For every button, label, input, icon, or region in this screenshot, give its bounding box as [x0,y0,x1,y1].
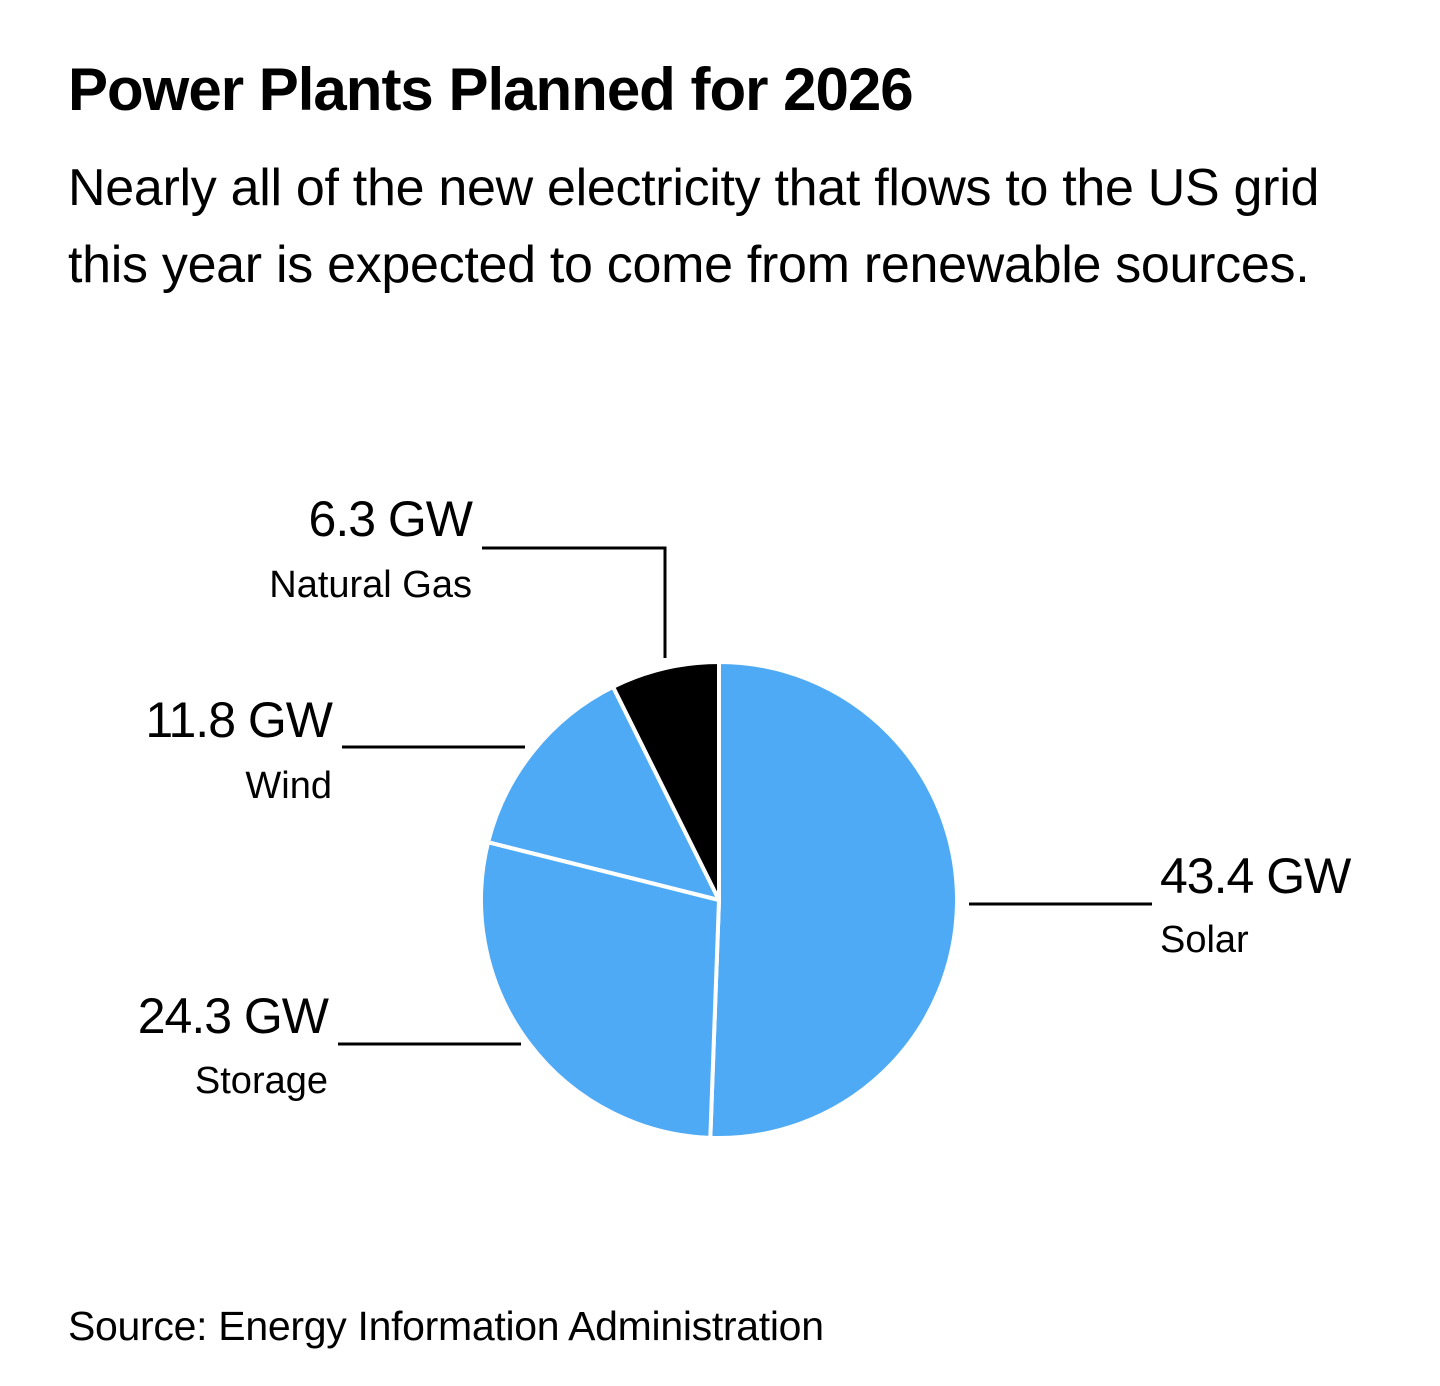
leader-lines [338,546,1152,1046]
pie-slice-storage [479,840,721,1140]
pie-slices [479,660,960,1140]
category-label-natural-gas: Natural Gas [269,564,472,606]
category-label-wind: Wind [245,765,332,807]
value-label-natural-gas: 6.3 GW [309,491,474,547]
value-label-storage: 24.3 GW [138,988,330,1044]
source-note: Source: Energy Information Administratio… [68,1303,824,1349]
category-label-storage: Storage [195,1060,328,1102]
chart-title: Power Plants Planned for 2026 [68,56,914,123]
slice-labels: 43.4 GW Solar 24.3 GW Storage 11.8 GW Wi… [138,491,1353,1102]
value-label-wind: 11.8 GW [145,692,333,748]
value-label-solar: 43.4 GW [1160,848,1352,904]
pie-slice-natural-gas [611,660,721,902]
leader-line-natural-gas [482,546,667,658]
pie-slice-solar [708,660,960,1140]
pie-slice-wind [486,684,721,902]
category-label-solar: Solar [1160,919,1249,961]
chart-subtitle: Nearly all of the new electricity that f… [68,159,1320,294]
